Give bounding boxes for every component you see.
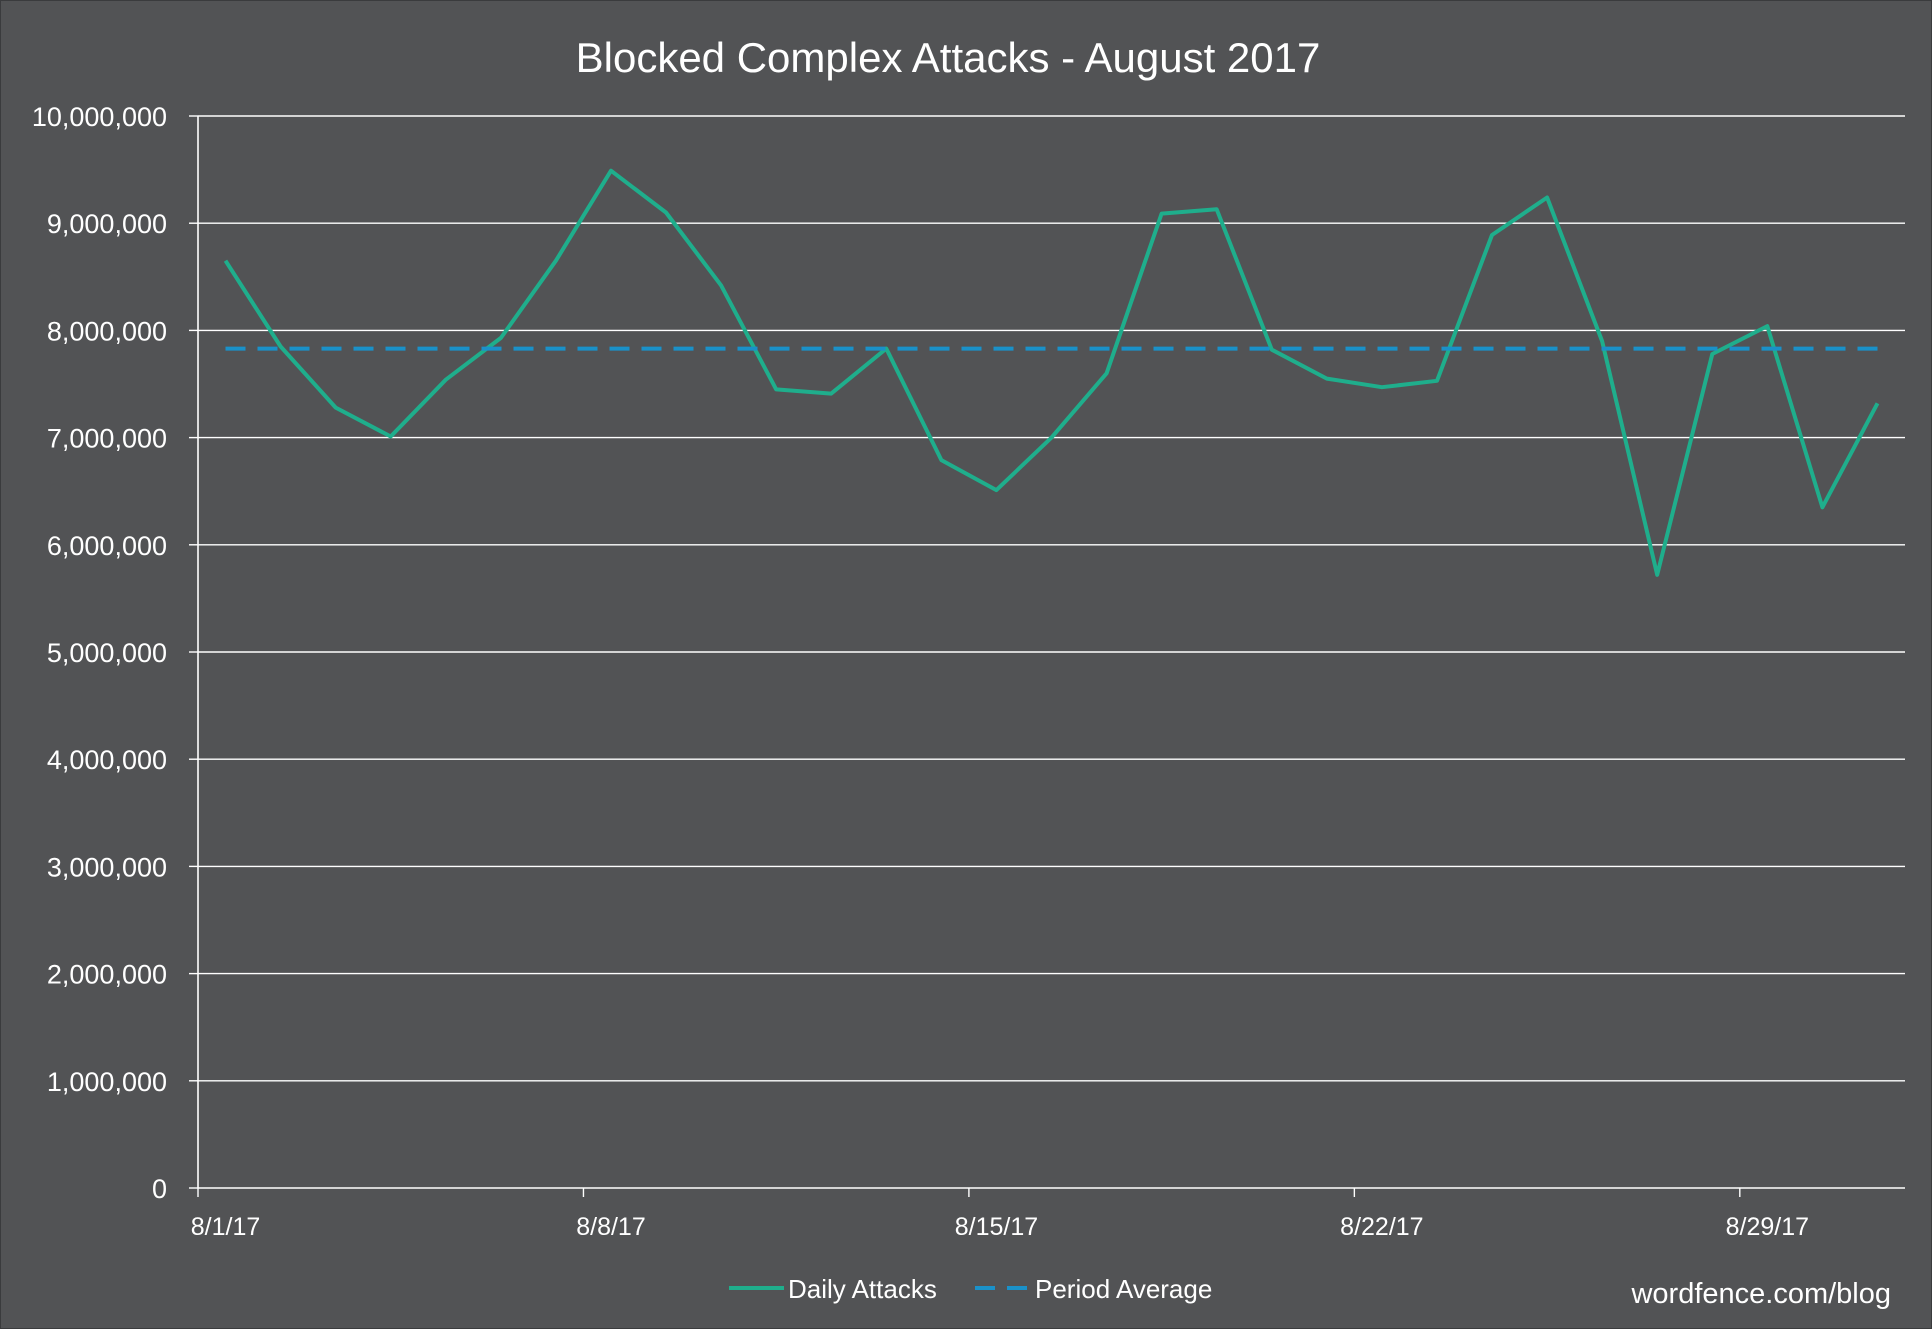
daily-attacks-line — [223, 168, 1880, 577]
y-tick-label: 0 — [152, 1174, 167, 1204]
x-tick-label: 8/22/17 — [1340, 1213, 1423, 1241]
y-tick-label: 9,000,000 — [47, 209, 167, 239]
x-tick-label: 8/8/17 — [576, 1213, 646, 1241]
y-tick-label: 8,000,000 — [47, 316, 167, 346]
x-axis: 8/1/17 8/8/17 8/15/17 8/22/17 8/29/17 — [191, 1187, 1905, 1241]
x-tick-label: 8/29/17 — [1726, 1213, 1809, 1241]
legend-label-daily-attacks: Daily Attacks — [788, 1274, 937, 1304]
chart-title: Blocked Complex Attacks - August 2017 — [576, 34, 1321, 81]
legend-item-daily-attacks: Daily Attacks — [729, 1274, 937, 1304]
y-tick-label: 3,000,000 — [47, 852, 167, 882]
y-tick-label: 2,000,000 — [47, 960, 167, 990]
legend-item-period-average: Period Average — [975, 1274, 1212, 1304]
y-tick-label: 4,000,000 — [47, 745, 167, 775]
legend: Daily Attacks Period Average — [729, 1274, 1212, 1304]
y-tick-label: 5,000,000 — [47, 638, 167, 668]
grid-lines — [198, 115, 1905, 1082]
y-tick-label: 10,000,000 — [32, 102, 167, 132]
x-tick-label: 8/15/17 — [955, 1213, 1038, 1241]
y-axis: 0 1,000,000 2,000,000 3,000,000 4,000,000 5,0… — [32, 102, 199, 1204]
x-tick-label: 8/1/17 — [191, 1213, 261, 1241]
y-tick-label: 7,000,000 — [47, 424, 167, 454]
y-tick-label: 6,000,000 — [47, 531, 167, 561]
y-tick-label: 1,000,000 — [47, 1067, 167, 1097]
series-layer — [223, 168, 1880, 577]
watermark-text: wordfence.com/blog — [1630, 1278, 1891, 1310]
legend-label-period-average: Period Average — [1035, 1274, 1212, 1304]
